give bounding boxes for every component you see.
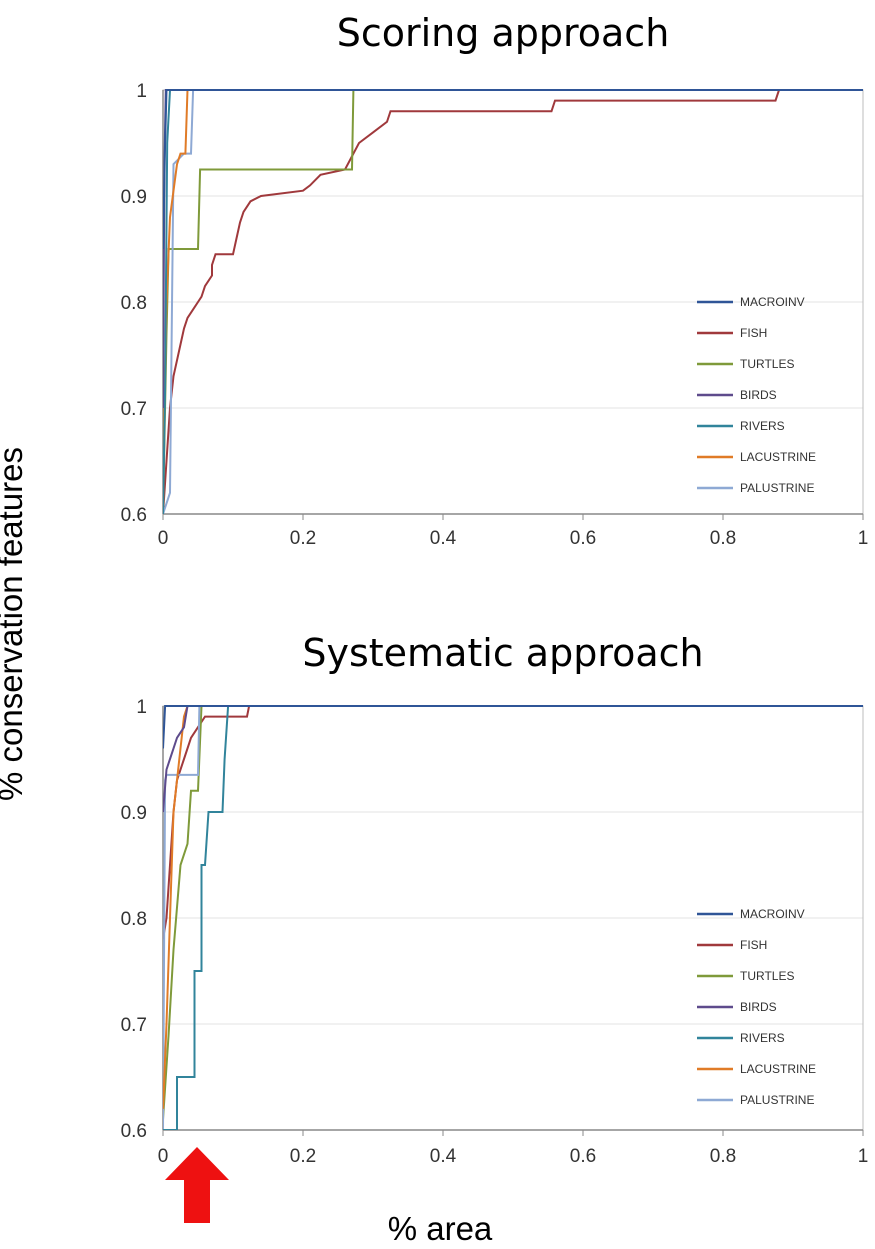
legend: MACROINV FISH TURTLES BIRDS RIVERS LACUSTRINE… xyxy=(697,907,816,1107)
y-tick-label: 0.8 xyxy=(121,293,147,314)
series-group xyxy=(163,89,863,514)
series-line-macroinv xyxy=(163,89,863,250)
legend-label-birds: BIRDS xyxy=(740,388,777,402)
chart-panel-2: Systematic approach 0.6 0.7 0.8 0.9 1 0 0.2 0.4 0… xyxy=(121,631,869,1167)
x-tick-label: 0.6 xyxy=(570,528,596,549)
x-axis-label: % area xyxy=(388,1210,493,1247)
legend-label-macroinv: MACROINV xyxy=(740,295,805,309)
x-tick-label: 0.2 xyxy=(290,528,316,549)
x-tick-label: 0.4 xyxy=(430,1146,457,1167)
legend-label-birds: BIRDS xyxy=(740,1000,777,1014)
y-tick-label: 0.9 xyxy=(121,803,147,824)
legend-label-turtles: TURTLES xyxy=(740,969,794,983)
x-tick-label: 0.4 xyxy=(430,528,457,549)
legend-label-fish: FISH xyxy=(740,326,767,340)
series-line-macroinv xyxy=(163,705,863,749)
series-line-lacustrine xyxy=(163,89,863,462)
legend-label-macroinv: MACROINV xyxy=(740,907,805,921)
y-tick-label: 0.9 xyxy=(121,187,147,208)
y-tick-label: 0.7 xyxy=(121,399,147,420)
x-tick-label: 0 xyxy=(158,528,169,549)
series-line-turtles xyxy=(163,705,863,1120)
legend-label-palustrine: PALUSTRINE xyxy=(740,1093,814,1107)
series-line-fish xyxy=(163,705,863,940)
legend-label-fish: FISH xyxy=(740,938,767,952)
x-tick-label: 0.8 xyxy=(710,1146,736,1167)
series-line-birds xyxy=(163,705,863,813)
legend-label-rivers: RIVERS xyxy=(740,419,785,433)
y-tick-label: 0.8 xyxy=(121,909,147,930)
x-tick-label: 0.8 xyxy=(710,528,736,549)
legend: MACROINV FISH TURTLES BIRDS RIVERS LACUSTRINE… xyxy=(697,295,816,495)
x-tick-label: 1 xyxy=(858,528,869,549)
red-arrow-indicator xyxy=(165,1147,229,1223)
legend-label-turtles: TURTLES xyxy=(740,357,794,371)
series-group xyxy=(163,705,863,1130)
y-tick-label: 0.7 xyxy=(121,1015,147,1036)
series-line-rivers xyxy=(163,705,863,1130)
legend-label-lacustrine: LACUSTRINE xyxy=(740,450,816,464)
legend-label-lacustrine: LACUSTRINE xyxy=(740,1062,816,1076)
y-tick-label: 0.6 xyxy=(121,1121,147,1142)
x-tick-label: 0 xyxy=(158,1146,169,1167)
y-tick-label: 0.6 xyxy=(121,505,147,526)
x-tick-label: 0.2 xyxy=(290,1146,316,1167)
y-tick-label: 1 xyxy=(136,81,147,102)
legend-label-palustrine: PALUSTRINE xyxy=(740,481,814,495)
chart-title: Systematic approach xyxy=(302,631,703,675)
series-line-fish xyxy=(163,89,863,514)
x-tick-label: 0.6 xyxy=(570,1146,596,1167)
y-tick-label: 1 xyxy=(136,697,147,718)
x-tick-label: 1 xyxy=(858,1146,869,1167)
chart-title: Scoring approach xyxy=(337,11,670,55)
legend-label-rivers: RIVERS xyxy=(740,1031,785,1045)
chart-panel-1: Scoring approach 0.6 0.7 0.8 0.9 1 0 0.2 0.4 0.6 0… xyxy=(121,11,869,549)
y-axis-label: % conservation features xyxy=(0,447,29,801)
